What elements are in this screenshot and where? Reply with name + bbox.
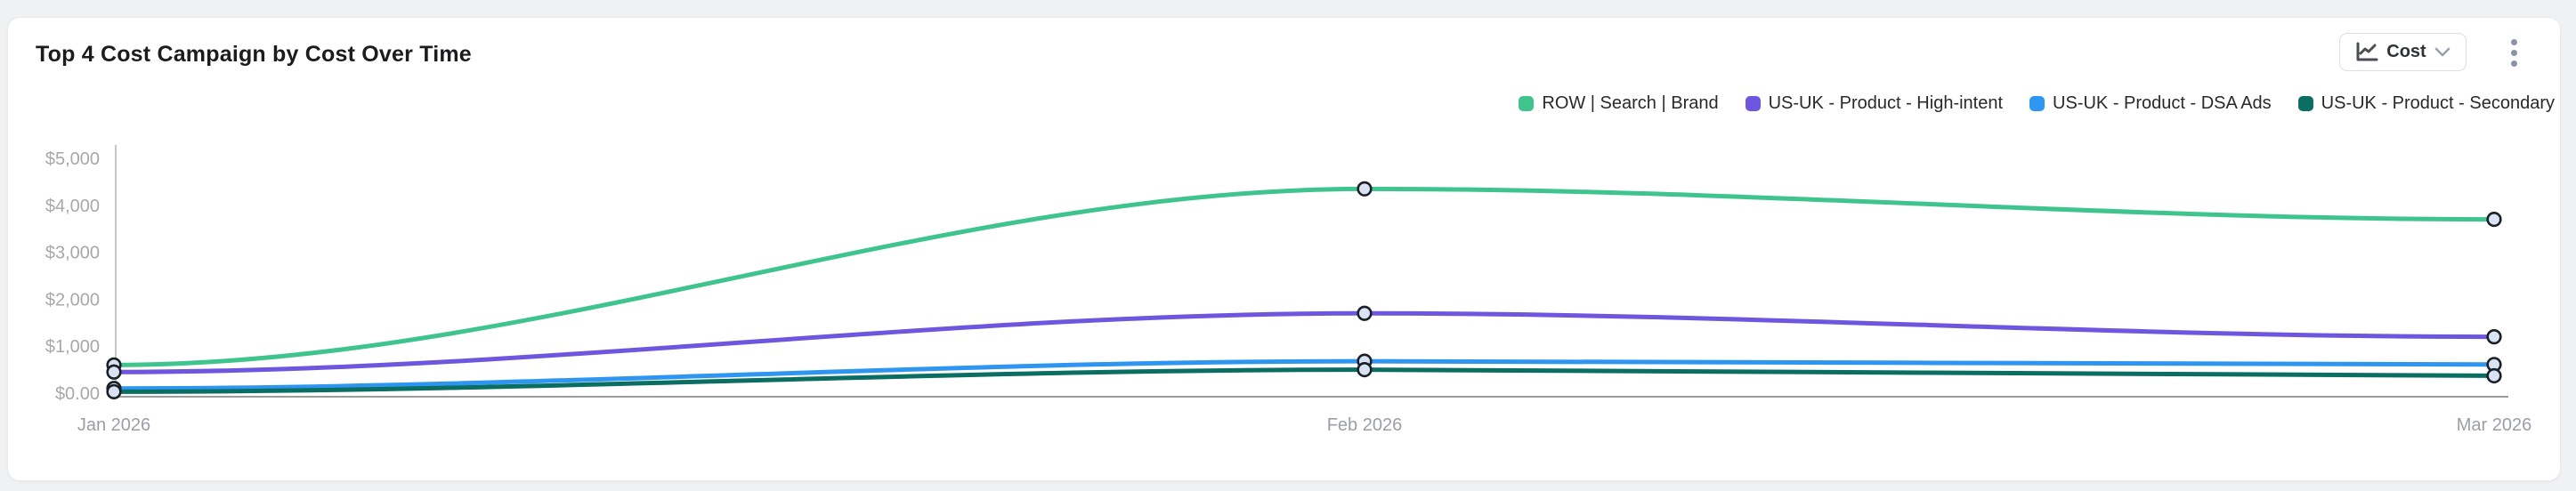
metric-selector-label: Cost (2386, 42, 2426, 61)
x-axis-tick-label: Mar 2026 (2457, 415, 2532, 435)
chevron-down-icon (2434, 47, 2450, 58)
page-title: Top 4 Cost Campaign by Cost Over Time (36, 42, 472, 67)
series-line-3 (111, 367, 2497, 394)
legend-label: US-UK - Product - Secondary (2321, 93, 2555, 113)
legend-label: ROW | Search | Brand (1542, 93, 1719, 113)
x-axis-tick-label: Feb 2026 (1327, 415, 1403, 435)
x-axis-tick-label: Jan 2026 (77, 415, 150, 435)
legend-label: US-UK - Product - High-intent (1768, 93, 2004, 113)
legend-swatch-icon (1519, 96, 1535, 111)
y-axis-tick-label: $4,000 (45, 197, 100, 216)
data-point-marker (1357, 362, 1373, 378)
line-chart-icon (2355, 42, 2378, 63)
data-point-marker (2486, 367, 2502, 384)
series-line-0 (111, 186, 2497, 367)
data-point-marker (2486, 212, 2502, 228)
legend-label: US-UK - Product - DSA Ads (2053, 93, 2272, 113)
kebab-menu-icon[interactable] (2498, 32, 2530, 73)
y-axis-tick-label: $2,000 (45, 290, 100, 310)
y-axis-tick-label: $3,000 (45, 244, 100, 263)
chart-card (7, 17, 2561, 481)
chart-legend: ROW | Search | Brand US-UK - Product - Hi… (1519, 93, 2555, 114)
y-axis-tick-label: $1,000 (45, 337, 100, 357)
legend-swatch-icon (1745, 96, 1761, 111)
y-axis-tick-label: $0.00 (55, 384, 100, 404)
legend-item-3[interactable]: US-UK - Product - Secondary (2297, 93, 2555, 114)
data-point-marker (1357, 181, 1373, 197)
legend-item-0[interactable]: ROW | Search | Brand (1519, 93, 1719, 114)
data-point-marker (2486, 329, 2502, 345)
legend-item-1[interactable]: US-UK - Product - High-intent (1745, 93, 2004, 114)
metric-selector-button[interactable]: Cost (2339, 33, 2467, 71)
data-point-marker (1357, 305, 1373, 321)
legend-swatch-icon (2029, 96, 2045, 111)
legend-item-2[interactable]: US-UK - Product - DSA Ads (2029, 93, 2272, 114)
data-point-marker (106, 364, 122, 380)
legend-swatch-icon (2297, 96, 2313, 111)
data-point-marker (106, 383, 122, 400)
y-axis-tick-label: $5,000 (45, 149, 100, 169)
